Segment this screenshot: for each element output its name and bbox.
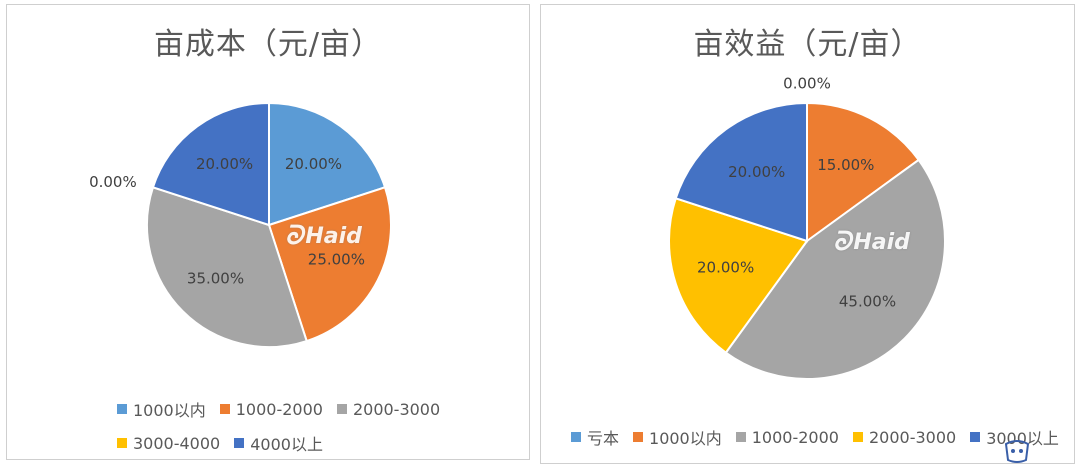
- pie-slice: [674, 101, 808, 243]
- pie-slice: [806, 101, 921, 243]
- pie-slice: [668, 197, 809, 355]
- data-label: 45.00%: [839, 293, 896, 311]
- chart-legend: 1000以内 1000-2000 2000-3000 3000-4000 400…: [117, 397, 440, 465]
- pie-chart-cost: 20.00% 25.00% 35.00% 0.00% 20.00%: [89, 101, 392, 348]
- legend-item: 3000以上: [970, 425, 1059, 449]
- haid-logo: ᘐ Haid: [285, 221, 362, 251]
- data-label: 0.00%: [783, 75, 831, 93]
- data-label: 0.00%: [89, 173, 137, 191]
- chart-title: 亩成本（元/亩）: [153, 27, 383, 62]
- data-label: 25.00%: [308, 250, 365, 268]
- legend-item: 1000-2000: [219, 400, 323, 419]
- chart-title: 亩效益（元/亩）: [693, 27, 922, 62]
- legend-item: 2000-3000: [336, 400, 440, 419]
- data-label: 35.00%: [187, 269, 244, 287]
- pie-slice: [268, 101, 387, 227]
- pie-slice: [267, 186, 392, 343]
- legend-item: 3000-4000: [117, 434, 220, 453]
- data-label: 20.00%: [728, 163, 785, 181]
- data-label: 20.00%: [285, 155, 342, 173]
- pie-slice: [151, 101, 270, 227]
- legend-item: 4000以上: [234, 431, 323, 455]
- pie-chart-profit: 0.00% 15.00% 45.00% 20.00% 20.00%: [668, 75, 946, 380]
- chart-panel-cost: 亩成本（元/亩） 20.00% 25.00% 35.00% 0.00% 20.00% ᘐ…: [6, 4, 530, 460]
- legend-item: 1000以内: [117, 397, 206, 421]
- pie-slice: [724, 158, 946, 380]
- chart-legend: 亏本 1000以内 1000-2000 2000-3000 3000以上: [571, 425, 1059, 459]
- haid-logo: ᘐ Haid: [833, 227, 910, 257]
- legend-item: 2000-3000: [852, 428, 956, 447]
- data-label: 15.00%: [817, 156, 874, 174]
- legend-item: 1000以内: [633, 425, 722, 449]
- legend-item: 亏本: [571, 425, 619, 449]
- data-label: 20.00%: [196, 155, 253, 173]
- legend-item: 1000-2000: [735, 428, 839, 447]
- data-label: 20.00%: [697, 258, 754, 276]
- chart-panel-profit: 亩效益（元/亩） 0.00% 15.00% 45.00% 20.00% 20.00% ᘐ…: [540, 4, 1075, 464]
- wechat-watermark-icon: [1004, 440, 1030, 463]
- pie-slice: [146, 186, 308, 348]
